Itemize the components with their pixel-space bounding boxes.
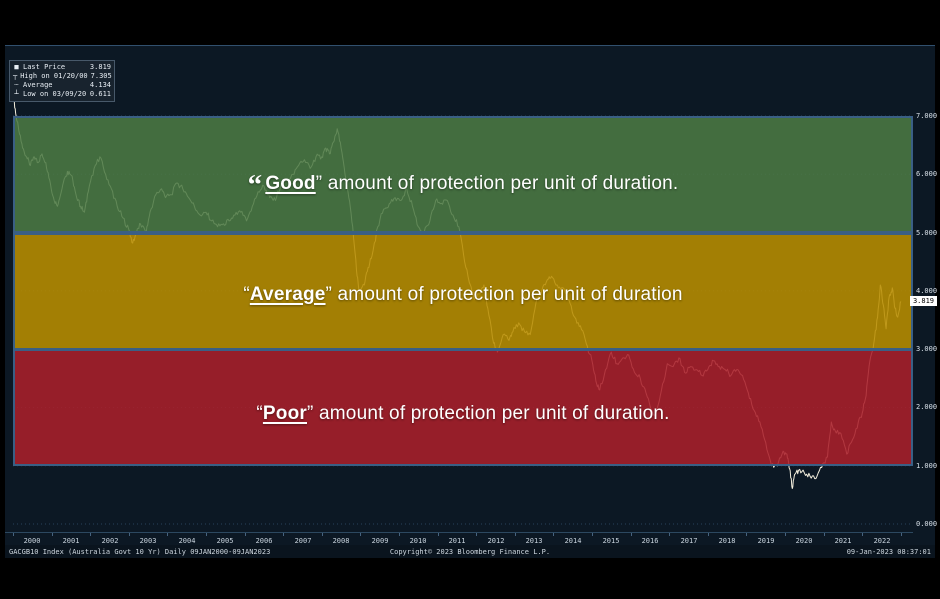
legend-row-last-price: ■ Last Price 3.819 [13,63,111,72]
legend-row-high: ┬ High on 01/20/00 7.305 [13,72,112,81]
open-quote: “ [256,402,263,424]
band-average: “Average” amount of protection per unit … [13,233,913,350]
x-axis-tick [901,533,902,536]
ticker-description: GACGB10 Index (Australia Govt 10 Yr) Dai… [9,547,271,556]
y-axis-label: 4.000 [916,287,938,295]
x-axis-label: 2022 [873,537,891,545]
x-axis-label: 2017 [680,537,698,545]
x-axis-tick [669,533,670,536]
x-axis-tick [245,533,246,536]
x-axis-tick [476,533,477,536]
band-poor-label: “Poor” amount of protection per unit of … [256,391,669,425]
legend-value: 0.611 [89,90,111,98]
band-good-label: “Good” amount of protection per unit of … [248,155,679,199]
y-axis: 0.000 1.000 2.000 3.000 4.000 5.000 6.000 7.000 [913,46,939,536]
x-axis-label: 2009 [371,537,389,545]
low-marker-icon: ┴ [14,90,19,98]
x-axis-label: 2010 [409,537,427,545]
x-axis-tick [438,533,439,536]
band-poor: “Poor” amount of protection per unit of … [13,349,913,466]
x-axis-label: 2008 [332,537,350,545]
chart-legend: ■ Last Price 3.819 ┬ High on 01/20/00 7.… [9,60,115,102]
y-axis-label: 5.000 [916,229,938,237]
y-axis-label: 3.000 [916,345,938,353]
band-average-rest: amount of protection per unit of duratio… [332,283,683,305]
last-price-axis-marker: 3.819 [910,296,937,306]
x-axis-label: 2011 [448,537,466,545]
close-quote: ” [325,283,333,305]
x-axis-tick [322,533,323,536]
y-axis-label: 2.000 [916,403,938,411]
legend-value: 7.305 [90,72,112,80]
legend-row-low: ┴ Low on 03/09/20 0.611 [13,90,111,99]
band-average-keyword: Average [249,283,326,305]
legend-label: High on 01/20/00 [20,72,88,80]
x-axis-label: 2006 [255,537,273,545]
band-poor-rest: amount of protection per unit of duratio… [313,402,670,424]
high-marker-icon: ┬ [13,72,18,80]
x-axis-label: 2019 [757,537,775,545]
x-axis: 2000 2001 2002 2003 2004 2005 2006 2007 2008 2009… [5,532,913,549]
x-axis-tick [553,533,554,536]
x-axis-label: 2000 [23,537,41,545]
x-axis-label: 2016 [641,537,659,545]
x-axis-label: 2020 [795,537,813,545]
x-axis-tick [13,533,14,536]
x-axis-label: 2012 [487,537,505,545]
open-quote: “ [243,283,250,305]
x-axis-tick [90,533,91,536]
x-axis-label: 2014 [564,537,582,545]
x-axis-tick [824,533,825,536]
band-average-label: “Average” amount of protection per unit … [243,278,682,306]
legend-label: Low on 03/09/20 [23,90,87,98]
y-axis-label: 7.000 [916,112,938,120]
open-quote: “ [247,168,263,201]
x-axis-tick [515,533,516,536]
x-axis-label: 2007 [294,537,312,545]
legend-row-average: ┄ Average 4.134 [13,81,111,90]
x-axis-label: 2015 [602,537,620,545]
legend-value: 4.134 [89,81,111,89]
x-axis-label: 2003 [139,537,157,545]
y-axis-label: 1.000 [916,462,938,470]
x-axis-tick [708,533,709,536]
legend-label: Last Price [23,63,66,71]
x-axis-label: 2018 [718,537,736,545]
legend-label: Average [23,81,53,89]
x-axis-label: 2021 [834,537,852,545]
x-axis-label: 2013 [525,537,543,545]
x-axis-tick [862,533,863,536]
x-axis-tick [746,533,747,536]
x-axis-tick [167,533,168,536]
x-axis-tick [360,533,361,536]
x-axis-label: 2004 [178,537,196,545]
x-axis-tick [129,533,130,536]
x-axis-tick [592,533,593,536]
x-axis-tick [399,533,400,536]
last-price-marker-icon: ■ [14,63,19,71]
band-poor-keyword: Poor [262,402,307,424]
timestamp: 09-Jan-2023 08:37:01 [846,547,931,556]
copyright-text: Copyright© 2023 Bloomberg Finance L.P. [389,547,551,556]
bloomberg-chart-window: “Good” amount of protection per unit of … [5,45,937,558]
close-quote: ” [307,402,314,424]
band-good-rest: amount of protection per unit of duratio… [322,172,679,194]
status-bar: GACGB10 Index (Australia Govt 10 Yr) Dai… [5,545,935,558]
x-axis-tick [206,533,207,536]
x-axis-tick [283,533,284,536]
x-axis-tick [52,533,53,536]
y-axis-label: 0.000 [916,520,938,528]
average-marker-icon: ┄ [14,81,19,89]
legend-value: 3.819 [89,63,111,71]
band-good-keyword: Good [265,172,316,194]
x-axis-tick [631,533,632,536]
y-axis-label: 6.000 [916,170,938,178]
x-axis-label: 2005 [216,537,234,545]
x-axis-tick [785,533,786,536]
x-axis-label: 2002 [101,537,119,545]
x-axis-label: 2001 [62,537,80,545]
close-quote: ” [315,172,323,194]
band-good: “Good” amount of protection per unit of … [13,116,913,233]
